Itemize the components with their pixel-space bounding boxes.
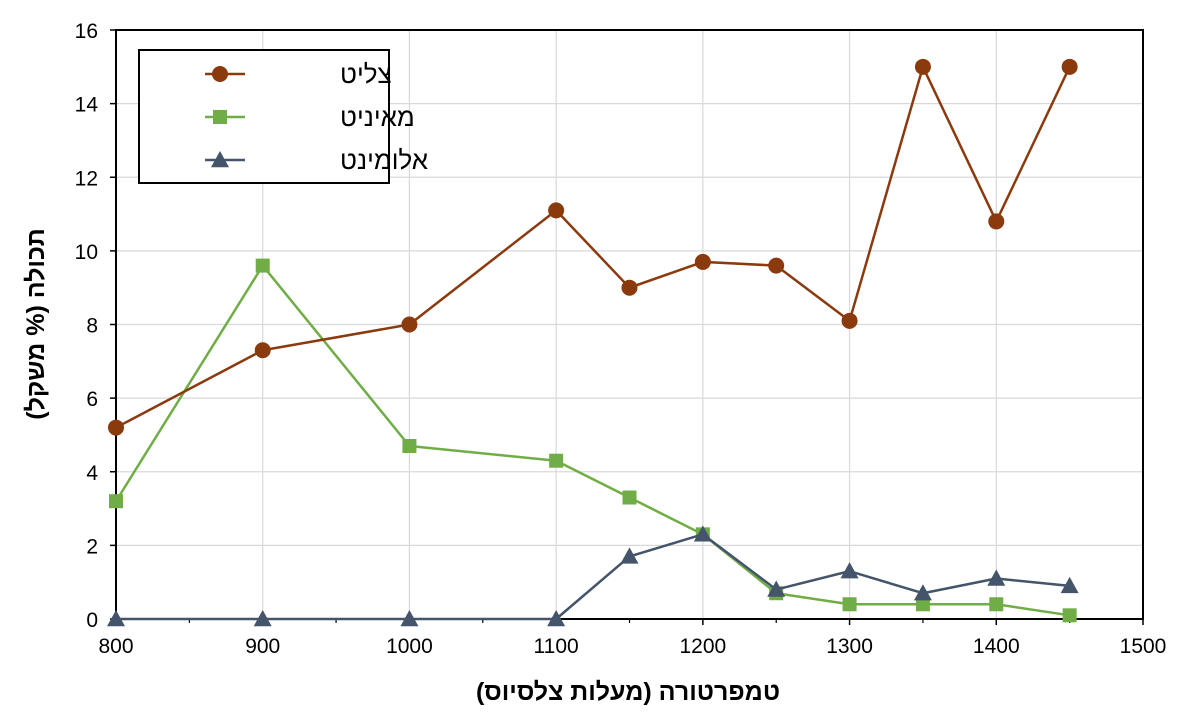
y-axis-ticks: 0 2 4 6 8 10 12 14 16	[75, 20, 116, 632]
data-point	[254, 342, 271, 359]
legend-label: מאיניט	[340, 102, 415, 132]
data-point	[401, 316, 418, 333]
data-point	[841, 312, 858, 329]
y-tick-label: 12	[75, 167, 98, 190]
data-point	[914, 58, 931, 75]
legend-entry: אלומינט	[205, 145, 428, 175]
legend-marker	[212, 66, 228, 82]
series-layer	[107, 58, 1079, 627]
legend: צליט מאיניט אלומינט	[138, 49, 428, 184]
data-point	[1060, 576, 1079, 594]
data-point	[988, 213, 1005, 230]
y-tick-label: 0	[86, 609, 98, 632]
x-tick-label: 1100	[534, 635, 579, 658]
data-point	[400, 610, 419, 627]
data-point	[108, 419, 124, 436]
legend-entry: מאיניט	[205, 102, 415, 132]
series-triangle	[107, 525, 1079, 627]
data-point	[107, 610, 125, 627]
y-tick-label: 4	[86, 462, 98, 485]
data-point	[767, 580, 786, 597]
data-point	[255, 258, 270, 273]
data-point	[620, 547, 639, 564]
x-tick-label: 1200	[679, 635, 726, 658]
data-point	[253, 610, 272, 627]
legend-label: אלומינט	[340, 145, 428, 175]
y-tick-label: 2	[86, 535, 98, 558]
data-point	[840, 562, 859, 579]
data-point	[622, 490, 637, 505]
data-point	[1062, 608, 1077, 623]
data-point	[547, 610, 566, 627]
data-point	[989, 597, 1004, 612]
legend-marker	[211, 151, 229, 168]
data-point	[402, 438, 417, 453]
x-tick-label: 1400	[973, 635, 1020, 658]
legend-box	[138, 49, 390, 184]
x-axis-ticks: 800 900 1000 1100 1200 1300 1400 1500	[98, 619, 1166, 658]
data-point	[549, 453, 564, 468]
data-point	[913, 584, 932, 601]
series-circle	[108, 58, 1078, 436]
x-tick-label: 900	[245, 635, 280, 658]
y-tick-label: 8	[86, 315, 98, 338]
y-tick-label: 6	[86, 388, 98, 411]
data-point	[987, 569, 1006, 586]
x-axis-title: טמפרטורה (מעלות צלסיוס)	[476, 678, 780, 706]
data-point	[109, 494, 123, 509]
x-tick-label: 1500	[1120, 635, 1167, 658]
y-tick-label: 14	[75, 94, 99, 117]
data-point	[621, 279, 638, 296]
data-point	[1061, 58, 1078, 75]
legend-marker	[213, 110, 227, 124]
x-tick-label: 1300	[826, 635, 873, 658]
legend-entry: צליט	[205, 59, 392, 89]
x-tick-label: 800	[98, 635, 133, 658]
data-point	[694, 253, 711, 270]
data-point	[548, 202, 565, 219]
y-axis-title: תכולה (% משקל)	[22, 228, 50, 419]
x-tick-label: 1000	[386, 635, 433, 658]
data-point	[768, 257, 785, 274]
legend-label: צליט	[340, 59, 392, 89]
data-point	[842, 597, 857, 612]
data-point	[693, 525, 712, 542]
legend-entries: צליט מאיניט אלומינט	[205, 59, 428, 175]
y-tick-label: 16	[75, 20, 98, 43]
data-point	[915, 597, 930, 612]
y-tick-label: 10	[75, 241, 98, 264]
